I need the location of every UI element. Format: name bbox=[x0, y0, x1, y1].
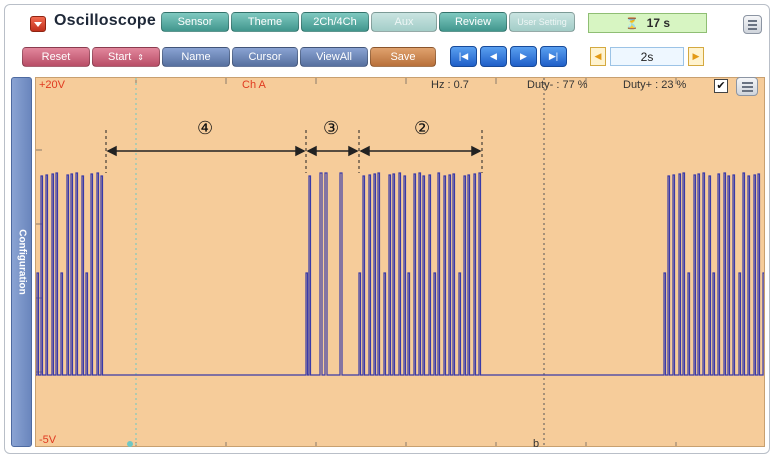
configuration-tab[interactable]: Configuration bbox=[11, 77, 32, 447]
skip-to-start-icon[interactable]: |◀ bbox=[450, 46, 477, 67]
channels-button[interactable]: 2Ch/4Ch bbox=[301, 12, 369, 32]
record-timer-display: ⏳ 17 s bbox=[588, 13, 707, 33]
skip-to-end-icon[interactable]: ▶| bbox=[540, 46, 567, 67]
timebase-field[interactable]: 2s bbox=[610, 47, 684, 66]
bottom-voltage-label: -5V bbox=[39, 434, 57, 446]
name-button[interactable]: Name bbox=[162, 47, 230, 67]
scope-trace-svg bbox=[36, 78, 764, 446]
theme-button[interactable]: Theme bbox=[231, 12, 299, 32]
dropdown-menu-icon[interactable] bbox=[30, 16, 46, 32]
user-setting-button[interactable]: User Setting bbox=[509, 12, 575, 32]
record-timer-value: 17 s bbox=[646, 16, 671, 30]
channel-label: Ch A bbox=[242, 79, 266, 91]
duty-plus-readout: Duty+ : 23 % bbox=[623, 79, 687, 91]
start-button[interactable]: Start ⇕ bbox=[92, 47, 160, 67]
main-menu-button[interactable] bbox=[743, 15, 762, 34]
signal-trace bbox=[36, 172, 764, 376]
cursor-a-marker[interactable] bbox=[127, 441, 133, 447]
frequency-readout: Hz : 0.7 bbox=[431, 79, 469, 91]
review-button[interactable]: Review bbox=[439, 12, 507, 32]
reset-button[interactable]: Reset bbox=[22, 47, 90, 67]
cursor-button[interactable]: Cursor bbox=[232, 47, 298, 67]
interval-4-label: ④ bbox=[197, 118, 214, 138]
viewall-button[interactable]: ViewAll bbox=[300, 47, 368, 67]
configuration-label: Configuration bbox=[16, 229, 27, 295]
scope-display[interactable] bbox=[35, 77, 765, 447]
app-title: Oscilloscope bbox=[54, 12, 156, 29]
interval-2-label: ② bbox=[414, 118, 431, 138]
timebase-increase-icon[interactable]: ▶ bbox=[688, 47, 704, 66]
aux-button[interactable]: Aux bbox=[371, 12, 437, 32]
top-voltage-label: +20V bbox=[39, 79, 65, 91]
trace-visibility-checkbox[interactable]: ✔ bbox=[714, 79, 728, 93]
cursor-b-label: b bbox=[533, 438, 540, 450]
duty-minus-readout: Duty- : 77 % bbox=[527, 79, 588, 91]
timebase-decrease-icon[interactable]: ◀ bbox=[590, 47, 606, 66]
scope-menu-button[interactable] bbox=[736, 77, 758, 96]
save-button[interactable]: Save bbox=[370, 47, 436, 67]
interval-3-label: ③ bbox=[323, 118, 340, 138]
record-timer-icon: ⏳ bbox=[624, 17, 639, 30]
play-icon[interactable]: ▶ bbox=[510, 46, 537, 67]
sensor-button[interactable]: Sensor bbox=[161, 12, 229, 32]
spinner-arrows-icon: ⇕ bbox=[137, 52, 144, 62]
start-button-label: Start bbox=[108, 51, 132, 63]
step-back-icon[interactable]: ◀ bbox=[480, 46, 507, 67]
